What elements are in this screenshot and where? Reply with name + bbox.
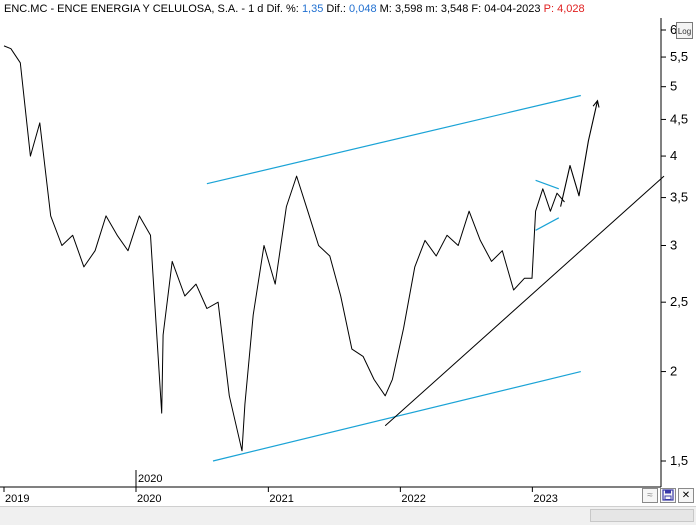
zoom-icon: ≈ (647, 490, 653, 501)
dif-value: 0,048 (349, 3, 377, 15)
horizontal-scrollbar[interactable] (590, 509, 694, 522)
y-tick-label: 2 (670, 364, 677, 379)
annotation-label: 2020 (138, 473, 162, 485)
y-tick-label: 4 (670, 148, 677, 163)
save-button[interactable] (660, 488, 676, 503)
log-scale-button[interactable]: Log (676, 22, 693, 39)
series-layer (3, 45, 665, 462)
dif-pct-value: 1,35 (301, 3, 324, 15)
max-value: 3,598 (394, 3, 423, 15)
projection-arrowhead (592, 99, 600, 108)
projection-path (560, 100, 599, 207)
price-series (3, 45, 565, 452)
min-value: 3,548 (440, 3, 469, 15)
y-tick-label: 2,5 (670, 294, 688, 309)
annotation-layer: 2020 (135, 470, 162, 487)
dif-label: Dif.: (326, 3, 346, 15)
interval-label: 1 d (248, 3, 264, 15)
y-tick-label: 1,5 (670, 453, 688, 468)
close-button[interactable]: ✕ (678, 488, 694, 503)
x-tick-label: 2023 (533, 493, 557, 505)
y-tick-label: 3,5 (670, 190, 688, 205)
date-value: 04-04-2023 (484, 3, 541, 15)
dif-pct-label: Dif. %: (266, 3, 299, 15)
max-label: M: (379, 3, 392, 15)
y-tick-label: 6 (670, 22, 677, 37)
channel-upper-line (206, 94, 581, 185)
min-label: m: (425, 3, 438, 15)
y-tick-label: 3 (670, 238, 677, 253)
y-tick-label: 5,5 (670, 49, 688, 64)
x-tick-label: 2021 (269, 493, 293, 505)
x-tick-label: 2022 (401, 493, 425, 505)
flag-upper-line (535, 179, 560, 190)
x-axis-ticks: 2019 2020 2021 2022 2023 (3, 487, 558, 505)
price-label: P: (543, 3, 555, 15)
close-icon: ✕ (681, 490, 691, 501)
date-label: F: (471, 3, 482, 15)
chart-header: ENC.MC - ENCE ENERGIA Y CELULOSA, S.A. -… (4, 3, 585, 15)
y-tick-label: 4,5 (670, 111, 688, 126)
ticker-label: ENC.MC - ENCE ENERGIA Y CELULOSA, S.A. (4, 3, 239, 15)
x-tick-label: 2020 (137, 493, 161, 505)
x-tick-label: 2019 (5, 493, 29, 505)
price-value: 4,028 (557, 3, 585, 15)
channel-lower-line (212, 371, 581, 462)
bottom-bar (0, 506, 696, 525)
header-separator: - (238, 3, 249, 15)
y-tick-label: 5 (670, 79, 677, 94)
zoom-button[interactable]: ≈ (642, 488, 658, 503)
save-icon (662, 489, 674, 501)
flag-lower-line (535, 217, 560, 231)
y-axis-ticks: 1,5 2 2,5 3 3,5 4 4,5 5 5,5 6 (661, 22, 688, 468)
support-trendline (384, 175, 665, 427)
